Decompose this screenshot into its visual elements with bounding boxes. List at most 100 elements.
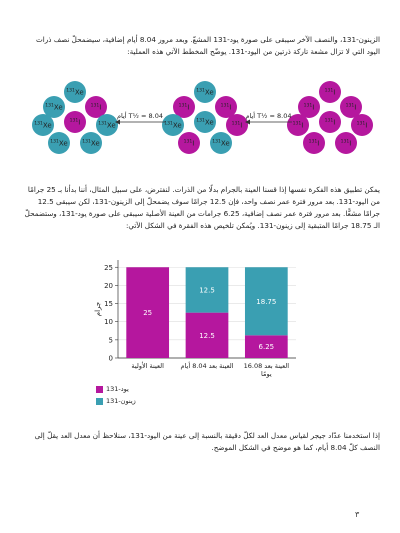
y-tick-label: 0 — [109, 355, 113, 363]
atom-label: 131I — [304, 103, 315, 112]
atom-label: 131Xe — [34, 121, 51, 130]
y-tick-label: 25 — [104, 264, 113, 272]
symbol: Xe — [91, 140, 100, 148]
atom — [80, 132, 102, 154]
mass-number: 131 — [357, 121, 366, 127]
mass-number: 131 — [70, 118, 79, 124]
atom-label: 131Xe — [82, 139, 99, 148]
mass-number: 131 — [293, 121, 302, 127]
mass-number: 131 — [91, 103, 100, 109]
atom-label: 131Xe — [98, 121, 115, 130]
paragraph: يمكن تطبيق هذه الفكرة نفسها إذا قسنا الع… — [24, 185, 380, 230]
atom — [48, 132, 70, 154]
atom-label: 131Xe — [196, 88, 213, 97]
paragraph: الزينون-131، والنصف الآخر سيبقى على صورة… — [35, 35, 380, 56]
mass-number: 131 — [45, 103, 54, 109]
mass-number: 131 — [179, 103, 188, 109]
atom-label: 131I — [341, 139, 352, 148]
atom — [32, 114, 54, 136]
atom — [194, 111, 216, 133]
symbol: I — [99, 104, 101, 112]
bar-segment — [185, 312, 229, 358]
bar-segment — [185, 267, 229, 313]
symbol: I — [312, 104, 314, 112]
symbol: I — [354, 104, 356, 112]
y-tick-label: 20 — [104, 282, 113, 290]
symbol: Xe — [221, 140, 230, 148]
symbol: I — [240, 122, 242, 130]
atom — [64, 81, 86, 103]
atom — [173, 96, 195, 118]
arrow-head — [245, 119, 250, 125]
atom-label: 131I — [293, 121, 304, 130]
mass-number: 131 — [232, 121, 241, 127]
mass-number: 131 — [196, 118, 205, 124]
atom — [226, 114, 248, 136]
mass-number: 131 — [346, 103, 355, 109]
atom — [335, 132, 357, 154]
atom — [210, 132, 232, 154]
mass-number: 131 — [82, 139, 91, 145]
bar-segment — [244, 335, 288, 358]
legend-label: زينون-131 — [106, 397, 136, 405]
y-tick-label: 5 — [109, 336, 113, 344]
atom-label: 131I — [357, 121, 368, 130]
symbol: I — [78, 119, 80, 127]
atom-label: 131I — [179, 103, 190, 112]
symbol: Xe — [205, 89, 214, 97]
symbol: Xe — [54, 104, 63, 112]
chart: 0 5 10 15 20 25 جرام 25 12.5 12.5 6.25 18.75 — [94, 260, 296, 363]
mass-number: 131 — [98, 121, 107, 127]
legend-label: يود-131 — [106, 385, 129, 393]
bar-segment — [244, 267, 288, 336]
x-tick-label: العينة بعد 8.04 أيام — [180, 362, 234, 370]
symbol: I — [317, 140, 319, 148]
atom-label: 131I — [325, 88, 336, 97]
atom-label: 131I — [325, 118, 336, 127]
mass-number: 131 — [325, 88, 334, 94]
atom-label: 131Xe — [212, 139, 229, 148]
mass-number: 131 — [309, 139, 318, 145]
mass-number: 131 — [34, 121, 43, 127]
atom — [303, 132, 325, 154]
atom — [85, 96, 107, 118]
value-label: 25 — [143, 309, 152, 317]
atom — [287, 114, 309, 136]
atom-label: 131I — [232, 121, 243, 130]
atom-label: 131Xe — [164, 121, 181, 130]
x-tick-label: العينة بعد 16.08 يومًا — [243, 362, 290, 378]
y-tick-label: 10 — [104, 318, 113, 326]
y-tick-label: 15 — [104, 300, 113, 308]
symbol: I — [229, 104, 231, 112]
symbol: I — [333, 89, 335, 97]
legend-swatch — [96, 386, 103, 393]
symbol: I — [192, 140, 194, 148]
atom — [319, 81, 341, 103]
symbol: Xe — [75, 89, 84, 97]
symbol: I — [301, 122, 303, 130]
mass-number: 131 — [325, 118, 334, 124]
arrow-head — [115, 119, 120, 125]
symbol: Xe — [107, 122, 116, 130]
atom-label: 131Xe — [66, 88, 83, 97]
symbol: Xe — [205, 119, 214, 127]
value-label: 12.5 — [199, 286, 215, 294]
atom — [340, 96, 362, 118]
symbol: Xe — [173, 122, 182, 130]
mass-number: 131 — [164, 121, 173, 127]
paragraph: إذا استخدمنا عدّاد جيجر لقياس معدل العد … — [34, 431, 380, 452]
mass-number: 131 — [66, 88, 75, 94]
mass-number: 131 — [212, 139, 221, 145]
symbol: I — [365, 122, 367, 130]
mass-number: 131 — [221, 103, 230, 109]
atom — [43, 96, 65, 118]
mass-number: 131 — [184, 139, 193, 145]
atom-label: 131I — [91, 103, 102, 112]
arrow-label: T½ = 8.04 أيام — [117, 111, 163, 120]
atom — [96, 114, 118, 136]
atom — [194, 81, 216, 103]
atom — [319, 111, 341, 133]
atom — [64, 111, 86, 133]
